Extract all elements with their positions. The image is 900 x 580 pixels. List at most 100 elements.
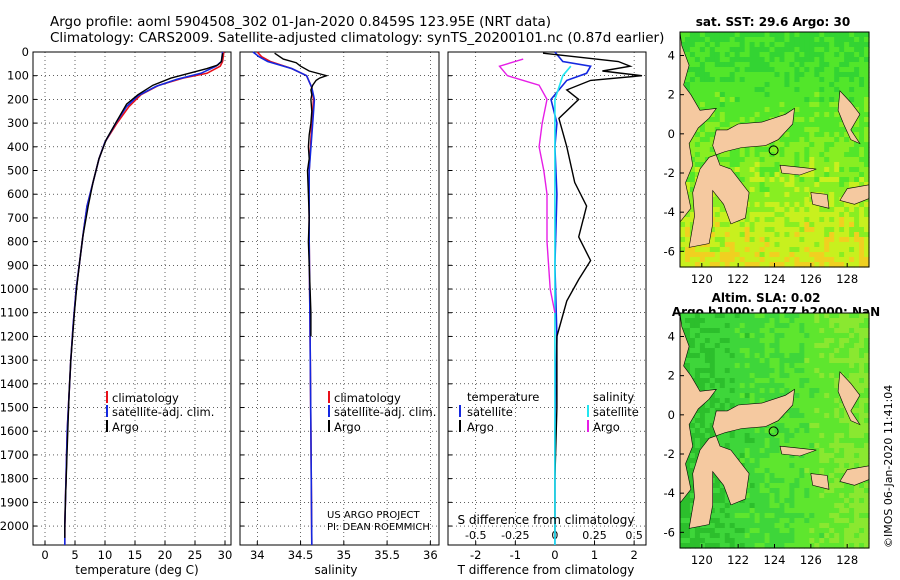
map-cell xyxy=(724,162,731,168)
map-cell xyxy=(839,333,845,339)
map-cell xyxy=(829,463,835,469)
map-cell xyxy=(849,67,855,73)
map-cell xyxy=(849,227,855,233)
map-cell xyxy=(854,313,860,319)
map-cell xyxy=(739,523,746,529)
map-cell xyxy=(819,232,825,238)
map-cell xyxy=(744,498,751,504)
map-cell xyxy=(859,508,865,514)
map-cell xyxy=(769,468,776,474)
map-cell xyxy=(859,443,865,449)
map-cell xyxy=(729,533,736,539)
map-cell xyxy=(784,162,790,168)
map-cell xyxy=(819,87,825,93)
map-cell xyxy=(809,172,815,178)
map-cell xyxy=(769,177,776,183)
map-cell xyxy=(829,107,835,113)
y-tick-label: 1800 xyxy=(0,472,29,486)
map-cell xyxy=(844,313,850,319)
map-cell xyxy=(804,52,810,58)
map-cell xyxy=(824,97,830,103)
map-cell xyxy=(849,202,855,208)
map-cell xyxy=(764,187,771,193)
map-cell xyxy=(809,518,815,524)
map-cell xyxy=(749,247,756,253)
map-cell xyxy=(779,37,786,43)
map-cell xyxy=(769,32,776,38)
map-cell xyxy=(719,72,726,78)
map-cell xyxy=(799,378,805,384)
map-cell xyxy=(819,388,825,394)
map-cell xyxy=(759,313,766,319)
map-cell xyxy=(769,503,776,509)
map-cell xyxy=(694,438,701,444)
map-cell xyxy=(709,363,716,369)
map-cell xyxy=(689,182,696,188)
map-cell xyxy=(789,513,795,519)
map-cell xyxy=(809,187,815,193)
map-cell xyxy=(685,323,691,329)
map-cell xyxy=(799,47,805,53)
map-cell xyxy=(829,52,835,58)
map-cell xyxy=(759,57,766,63)
map-cell xyxy=(784,338,790,344)
map-cell xyxy=(864,242,870,248)
map-cell xyxy=(689,498,696,504)
map-cell xyxy=(749,453,756,459)
map-cell xyxy=(739,147,746,153)
map-cell xyxy=(754,197,761,203)
land-sula xyxy=(779,164,817,176)
map-cell xyxy=(754,428,761,434)
map-cell xyxy=(824,77,830,83)
y-tick-label: 600 xyxy=(7,187,29,201)
map-cell xyxy=(699,543,706,549)
series-line-salinity-satellite xyxy=(554,65,572,545)
map-cell xyxy=(739,388,746,394)
map-cell xyxy=(764,433,771,439)
map-cell xyxy=(724,368,731,374)
map-cell xyxy=(804,62,810,68)
map-cell xyxy=(864,222,870,228)
map-cell xyxy=(829,202,835,208)
map-cell xyxy=(819,72,825,78)
map-cell xyxy=(794,202,800,208)
map-cell xyxy=(734,328,741,334)
map-cell xyxy=(854,423,860,429)
map-cell xyxy=(819,468,825,474)
map-cell xyxy=(784,438,790,444)
map-cell xyxy=(749,528,756,534)
map-cell xyxy=(844,328,850,334)
map-cell xyxy=(794,207,800,213)
map-cell xyxy=(804,433,810,439)
map-cell xyxy=(794,52,800,58)
map-cell xyxy=(779,57,786,63)
map-cell xyxy=(709,333,716,339)
map-cell xyxy=(804,187,810,193)
map-cell xyxy=(774,202,781,208)
map-cell xyxy=(699,132,706,138)
map-cell xyxy=(689,177,696,183)
map-cell xyxy=(754,533,761,539)
map-cell xyxy=(794,182,800,188)
map-cell xyxy=(759,247,766,253)
map-cell xyxy=(794,242,800,248)
map-cell xyxy=(849,513,855,519)
pi-annotation: PI: DEAN ROEMMICH xyxy=(327,522,430,533)
map-cell xyxy=(784,32,790,38)
map-cell xyxy=(829,328,835,334)
map-cell xyxy=(789,257,795,263)
map-cell xyxy=(814,358,820,364)
map-cell xyxy=(829,483,835,489)
map-cell xyxy=(799,438,805,444)
map-cell xyxy=(824,418,830,424)
map-cell xyxy=(774,493,781,499)
map-cell xyxy=(754,493,761,499)
map-cell xyxy=(859,438,865,444)
map-cell xyxy=(744,353,751,359)
map-cell xyxy=(694,368,701,374)
map-cell xyxy=(844,533,850,539)
map-cell xyxy=(764,373,771,379)
map-cell xyxy=(799,338,805,344)
map-cell xyxy=(739,217,746,223)
map-cell xyxy=(779,92,786,98)
